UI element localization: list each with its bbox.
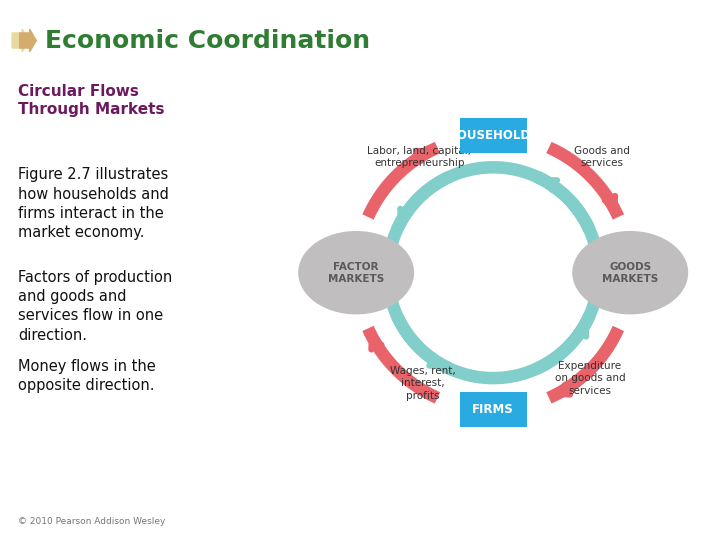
Text: Wages, rent,
interest,
profits: Wages, rent, interest, profits xyxy=(390,366,456,401)
FancyArrow shape xyxy=(19,29,36,52)
Text: FACTOR
MARKETS: FACTOR MARKETS xyxy=(328,261,384,284)
Text: FIRMS: FIRMS xyxy=(472,403,514,416)
FancyArrow shape xyxy=(12,29,29,52)
Text: Figure 2.7 illustrates
how households and
firms interact in the
market economy.: Figure 2.7 illustrates how households an… xyxy=(18,167,169,240)
Text: Factors of production
and goods and
services flow in one
direction.: Factors of production and goods and serv… xyxy=(18,270,172,342)
Text: Expenditure
on goods and
services: Expenditure on goods and services xyxy=(554,361,625,395)
Text: Circular Flows
Through Markets: Circular Flows Through Markets xyxy=(18,84,165,117)
FancyBboxPatch shape xyxy=(460,392,526,427)
Ellipse shape xyxy=(572,231,688,314)
Text: Money flows in the
opposite direction.: Money flows in the opposite direction. xyxy=(18,359,156,393)
Text: GOODS
MARKETS: GOODS MARKETS xyxy=(602,261,658,284)
Text: Economic Coordination: Economic Coordination xyxy=(45,29,371,52)
Text: HOUSEHOLDS: HOUSEHOLDS xyxy=(447,129,539,142)
Ellipse shape xyxy=(298,231,414,314)
Text: © 2010 Pearson Addison Wesley: © 2010 Pearson Addison Wesley xyxy=(18,517,166,526)
FancyBboxPatch shape xyxy=(460,118,526,153)
Text: Goods and
services: Goods and services xyxy=(574,146,630,168)
Text: Labor, land, capital,
entrepreneurship: Labor, land, capital, entrepreneurship xyxy=(367,146,472,168)
